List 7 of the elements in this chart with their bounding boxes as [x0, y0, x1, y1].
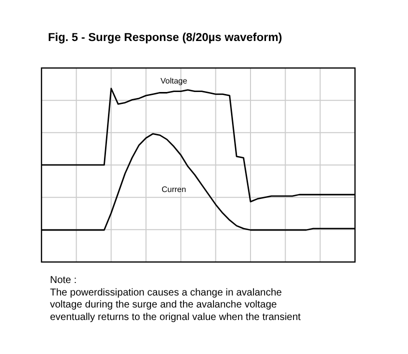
text: eventually returns to the orignal value when the transient	[50, 312, 301, 323]
text: Note :	[50, 275, 77, 286]
chart-title: Fig. 5 - Surge Response (8/20µs waveform)	[48, 32, 282, 44]
text: The powerdissipation causes a change in avalanche	[50, 287, 282, 298]
series-label: Curren	[162, 184, 186, 194]
series-label: Voltage	[160, 76, 188, 86]
text: voltage during the surge and the avalanche voltage	[50, 300, 278, 311]
